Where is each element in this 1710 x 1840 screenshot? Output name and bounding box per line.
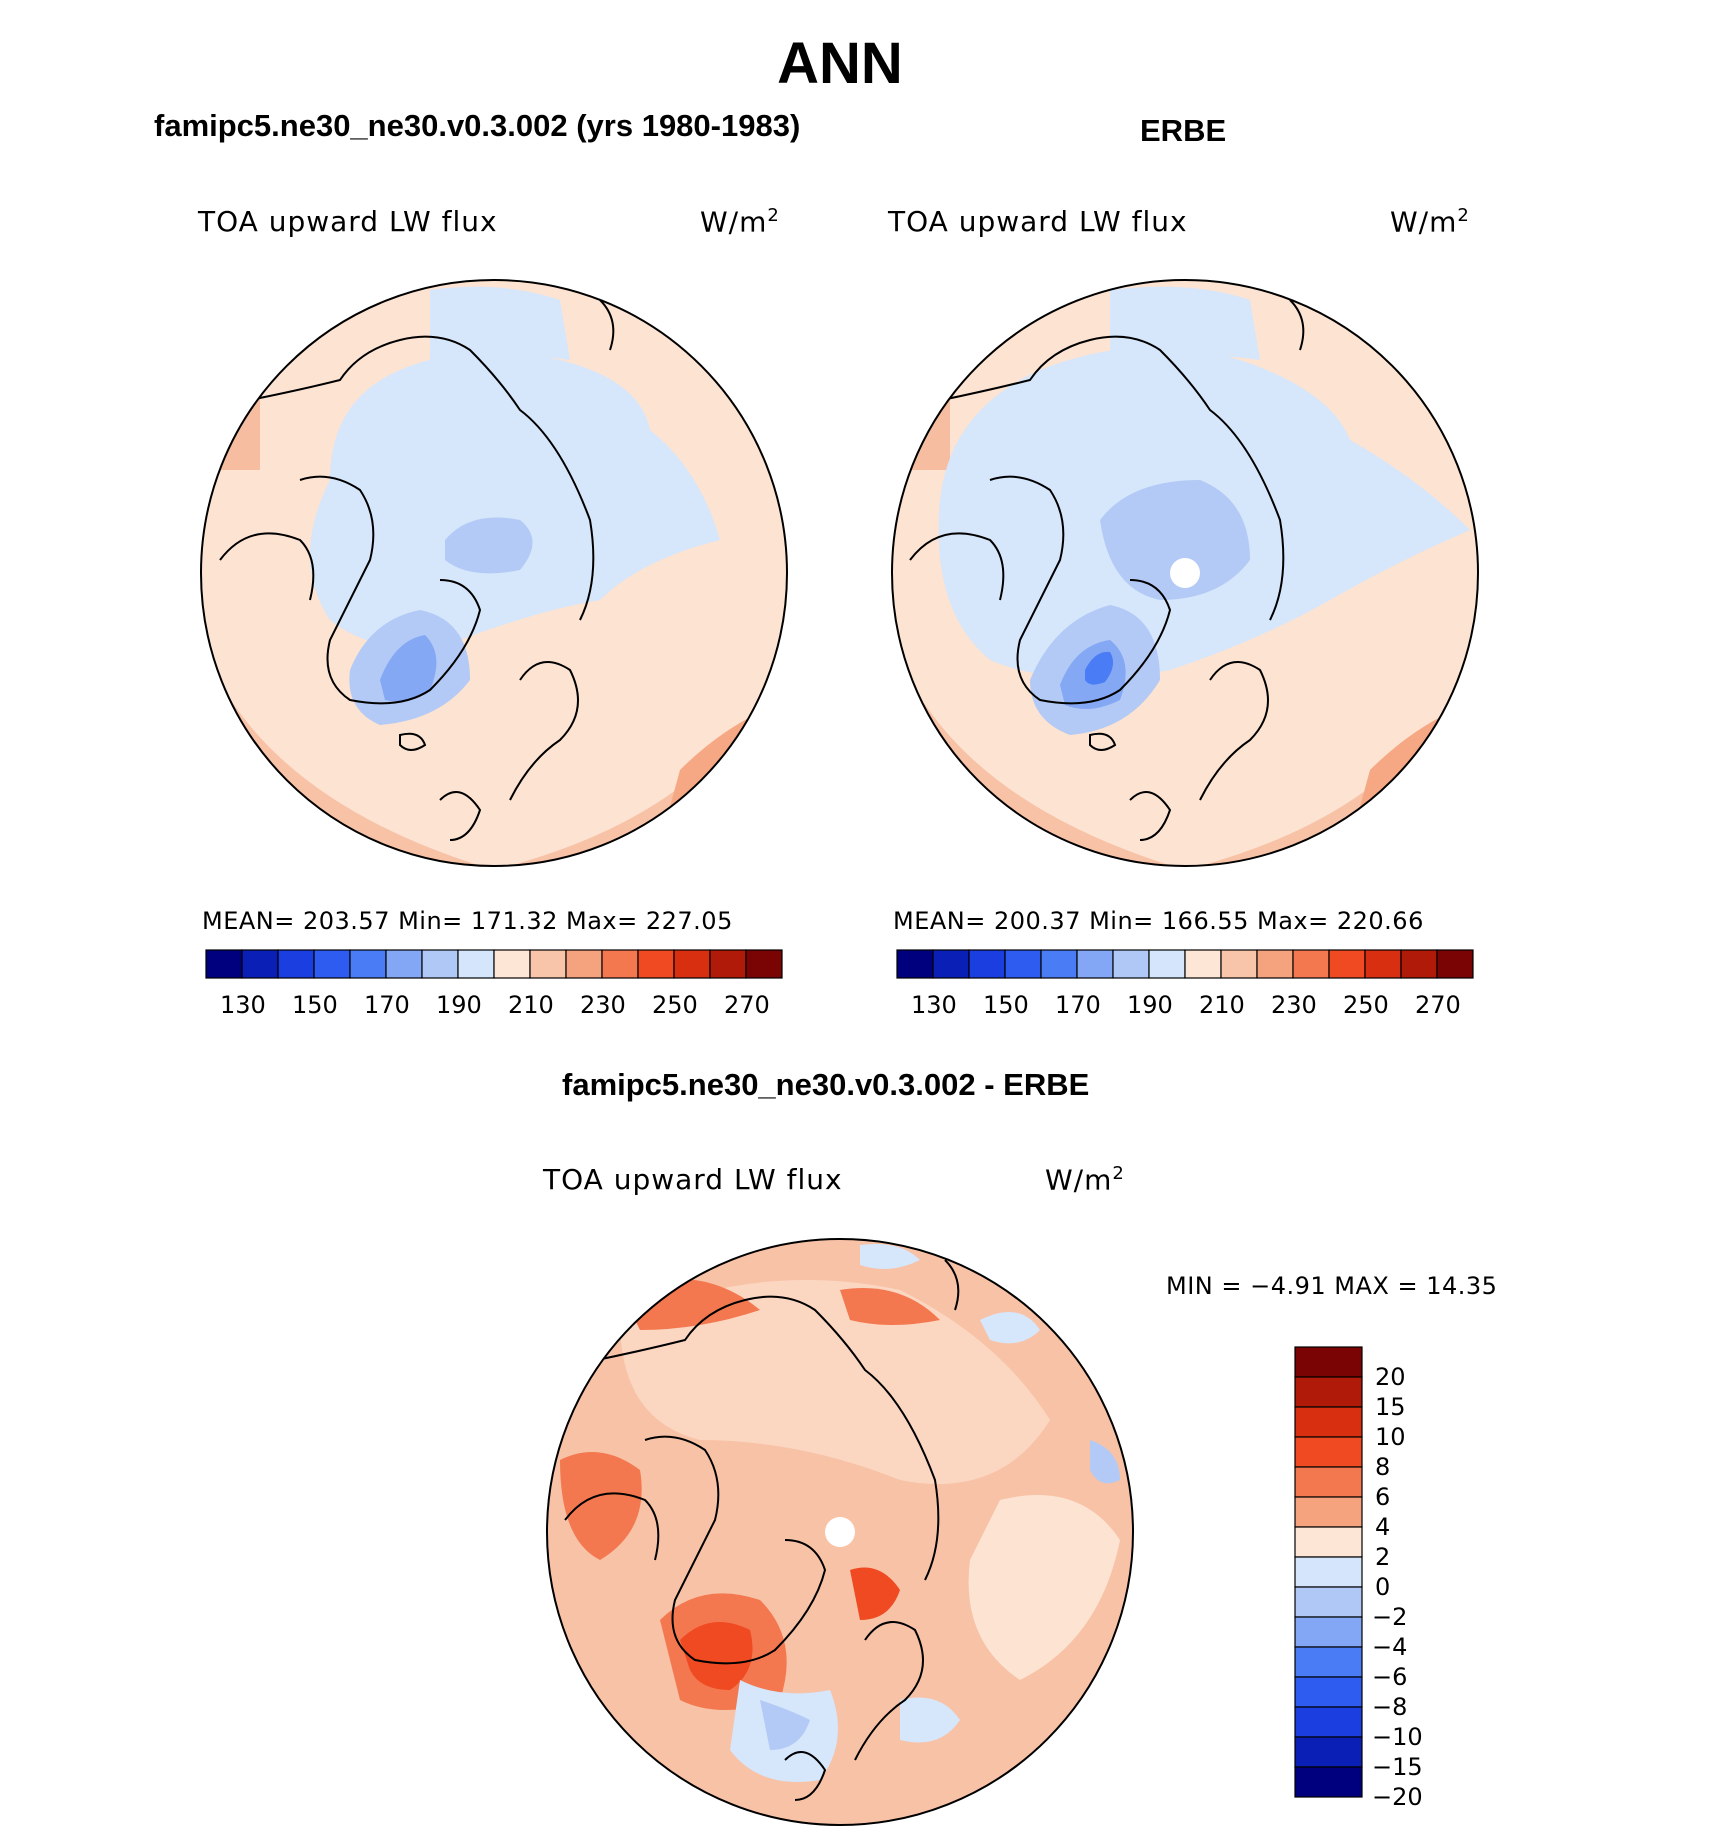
model-colorbar-cell	[709, 949, 747, 979]
diff-colorbar-tick: 15	[1375, 1393, 1406, 1421]
diff-colorbar-cell	[1294, 1646, 1363, 1678]
diff-colorbar-cell	[1294, 1586, 1363, 1618]
obs-colorbar-tick: 230	[1271, 991, 1317, 1019]
diff-colorbar-cell	[1294, 1436, 1363, 1468]
obs-colorbar-cell	[1256, 949, 1294, 979]
obs-colorbar-tick: 190	[1127, 991, 1173, 1019]
model-colorbar-cell	[349, 949, 387, 979]
obs-colorbar-cell	[1148, 949, 1186, 979]
model-colorbar-cell	[457, 949, 495, 979]
obs-colorbar-cell	[1292, 949, 1330, 979]
diff-colorbar-tick: 20	[1375, 1363, 1406, 1391]
obs-colorbar-tick: 210	[1199, 991, 1245, 1019]
model-units: W/m2	[700, 205, 780, 239]
obs-colorbar-cell	[1220, 949, 1258, 979]
obs-colorbar-tick: 130	[911, 991, 957, 1019]
obs-colorbar-cell	[968, 949, 1006, 979]
model-colorbar-cell	[241, 949, 279, 979]
diff-colorbar-tick: −6	[1372, 1663, 1408, 1691]
model-colorbar-tick: 250	[652, 991, 698, 1019]
obs-colorbar	[896, 949, 1474, 979]
model-colorbar-cell	[277, 949, 315, 979]
obs-stats: MEAN= 200.37 Min= 166.55 Max= 220.66	[893, 907, 1424, 935]
obs-colorbar-cell	[932, 949, 970, 979]
model-colorbar-cell	[565, 949, 603, 979]
obs-panel-title: ERBE	[1140, 113, 1227, 148]
diff-colorbar-tick: −15	[1372, 1753, 1423, 1781]
diff-panel-title: famipc5.ne30_ne30.v0.3.002 - ERBE	[562, 1067, 1090, 1102]
obs-colorbar-cell	[1400, 949, 1438, 979]
model-panel-title: famipc5.ne30_ne30.v0.3.002 (yrs 1980-198…	[154, 108, 801, 143]
model-colorbar-cell	[745, 949, 783, 979]
obs-colorbar-tick: 150	[983, 991, 1029, 1019]
diff-colorbar-cell	[1294, 1526, 1363, 1558]
obs-colorbar-tick: 250	[1343, 991, 1389, 1019]
model-colorbar-tick: 150	[292, 991, 338, 1019]
obs-colorbar-cell	[1076, 949, 1114, 979]
obs-colorbar-cell	[1040, 949, 1078, 979]
model-colorbar-cell	[313, 949, 351, 979]
model-polar-map	[200, 279, 788, 867]
diff-colorbar-tick: 2	[1375, 1543, 1391, 1571]
diff-colorbar-cell	[1294, 1466, 1363, 1498]
model-colorbar-cell	[385, 949, 423, 979]
model-colorbar-tick: 270	[724, 991, 770, 1019]
obs-units: W/m2	[1390, 205, 1470, 239]
model-colorbar-cell	[637, 949, 675, 979]
diff-colorbar-cell	[1294, 1766, 1363, 1798]
model-colorbar-tick: 130	[220, 991, 266, 1019]
diff-colorbar-tick: 8	[1375, 1453, 1391, 1481]
obs-colorbar-cell	[1364, 949, 1402, 979]
diff-colorbar-tick: −8	[1372, 1693, 1408, 1721]
model-colorbar-cell	[673, 949, 711, 979]
model-colorbar-tick: 190	[436, 991, 482, 1019]
model-colorbar-cell	[493, 949, 531, 979]
diff-colorbar-tick: 6	[1375, 1483, 1391, 1511]
model-colorbar-cell	[529, 949, 567, 979]
diff-colorbar-cell	[1294, 1346, 1363, 1378]
obs-field-name: TOA upward LW flux	[888, 205, 1188, 238]
page-title: ANN	[777, 31, 903, 96]
diff-colorbar-cell	[1294, 1736, 1363, 1768]
diff-colorbar-cell	[1294, 1406, 1363, 1438]
diff-colorbar	[1294, 1346, 1363, 1798]
diff-colorbar-cell	[1294, 1676, 1363, 1708]
model-colorbar	[205, 949, 783, 979]
obs-colorbar-cell	[896, 949, 934, 979]
obs-polar-map	[891, 279, 1479, 867]
obs-colorbar-tick: 270	[1415, 991, 1461, 1019]
diff-minmax: MIN = −4.91 MAX = 14.35	[1166, 1272, 1498, 1300]
obs-colorbar-cell	[1328, 949, 1366, 979]
diff-colorbar-tick: 0	[1375, 1573, 1391, 1601]
obs-colorbar-tick: 170	[1055, 991, 1101, 1019]
model-colorbar-tick: 210	[508, 991, 554, 1019]
diff-colorbar-cell	[1294, 1556, 1363, 1588]
model-colorbar-tick: 170	[364, 991, 410, 1019]
obs-colorbar-cell	[1436, 949, 1474, 979]
model-field-name: TOA upward LW flux	[198, 205, 498, 238]
model-colorbar-tick: 230	[580, 991, 626, 1019]
obs-colorbar-cell	[1112, 949, 1150, 979]
diff-colorbar-tick: −4	[1372, 1633, 1408, 1661]
obs-colorbar-cell	[1184, 949, 1222, 979]
diff-colorbar-tick: −10	[1372, 1723, 1423, 1751]
diff-colorbar-cell	[1294, 1616, 1363, 1648]
diff-colorbar-cell	[1294, 1496, 1363, 1528]
obs-colorbar-cell	[1004, 949, 1042, 979]
diff-colorbar-cell	[1294, 1376, 1363, 1408]
diff-colorbar-cell	[1294, 1706, 1363, 1738]
model-colorbar-cell	[601, 949, 639, 979]
diff-units: W/m2	[1045, 1163, 1125, 1197]
diff-colorbar-tick: −20	[1372, 1783, 1423, 1811]
model-stats: MEAN= 203.57 Min= 171.32 Max= 227.05	[202, 907, 733, 935]
model-colorbar-cell	[205, 949, 243, 979]
diff-colorbar-tick: 4	[1375, 1513, 1391, 1541]
model-colorbar-cell	[421, 949, 459, 979]
diff-colorbar-tick: 10	[1375, 1423, 1406, 1451]
diff-polar-map	[546, 1238, 1134, 1826]
diff-field-name: TOA upward LW flux	[543, 1163, 843, 1196]
diff-colorbar-tick: −2	[1372, 1603, 1408, 1631]
